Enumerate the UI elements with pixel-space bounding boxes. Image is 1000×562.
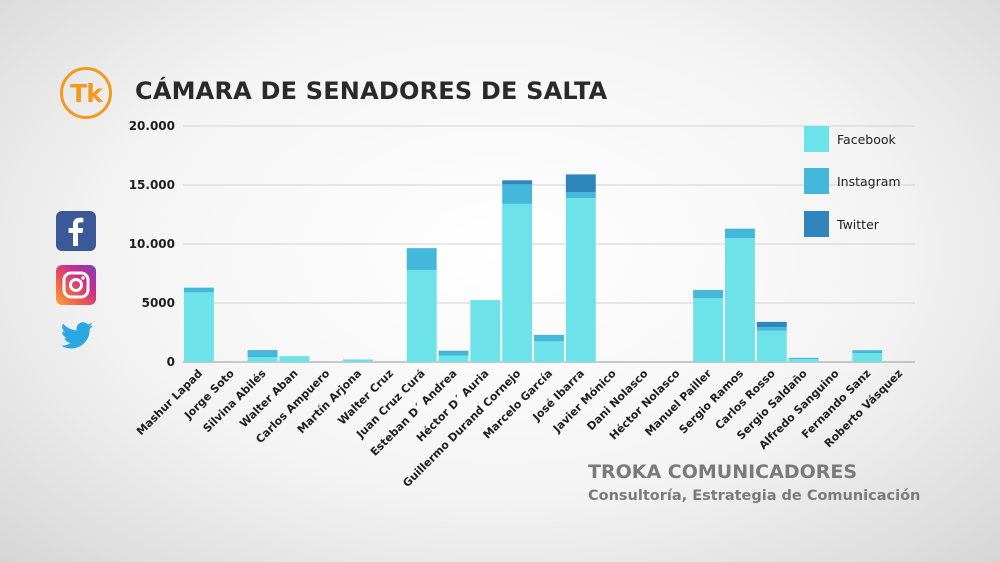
y-tick-label: 10.000: [129, 237, 175, 251]
bar-facebook: [438, 355, 469, 362]
bar-instagram: [438, 351, 469, 356]
footer-brand: TROKA COMUNICADORES: [588, 461, 858, 483]
legend-label-instagram: Instagram: [837, 174, 901, 189]
instagram-icon: [56, 265, 96, 305]
bar-facebook: [247, 357, 278, 362]
twitter-icon: [56, 316, 96, 356]
bar-facebook: [534, 341, 564, 362]
bar-facebook: [852, 353, 883, 362]
legend-label-facebook: Facebook: [837, 132, 896, 147]
y-tick-label: 15.000: [129, 178, 175, 192]
bar-facebook: [470, 300, 501, 362]
troka-logo: Tk: [60, 67, 112, 119]
legend-swatch-instagram: [804, 168, 829, 194]
footer-subtitle: Consultoría, Estrategia de Comunicación: [588, 488, 921, 504]
bar-instagram: [534, 334, 564, 342]
logo-text: Tk: [70, 78, 103, 108]
bar-instagram: [502, 184, 533, 204]
bar-instagram: [756, 327, 787, 331]
bar-facebook: [693, 298, 724, 362]
legend-label-twitter: Twitter: [836, 217, 880, 232]
bar-twitter: [502, 180, 533, 185]
y-tick-label: 5000: [142, 296, 175, 310]
bar-instagram: [852, 350, 883, 354]
bar-facebook: [406, 269, 437, 362]
bar-instagram: [247, 350, 278, 358]
y-tick-label: 0: [167, 355, 175, 369]
bar-instagram: [724, 228, 755, 239]
page-title: CÁMARA DE SENADORES DE SALTA: [135, 77, 608, 105]
facebook-icon: [56, 211, 96, 251]
bar-facebook: [756, 330, 787, 362]
bar-twitter: [438, 350, 469, 352]
y-tick-label: 20.000: [129, 119, 175, 133]
bar-instagram: [565, 192, 596, 198]
bar-facebook: [502, 203, 533, 362]
bar-facebook: [183, 292, 214, 362]
bar-twitter: [756, 321, 787, 328]
bar-instagram: [183, 287, 214, 293]
bar-facebook: [279, 356, 310, 362]
bar-facebook: [788, 359, 819, 362]
legend-swatch-twitter: [804, 211, 829, 237]
legend-swatch-facebook: [804, 126, 829, 152]
bar-instagram: [693, 290, 724, 299]
bar-facebook: [724, 238, 755, 362]
bar-twitter: [247, 350, 278, 351]
bar-instagram: [406, 248, 437, 270]
bar-twitter: [565, 174, 596, 193]
bar-instagram: [788, 357, 819, 360]
bar-instagram: [343, 359, 374, 361]
bar-facebook: [565, 197, 596, 362]
bar-facebook: [343, 360, 374, 362]
